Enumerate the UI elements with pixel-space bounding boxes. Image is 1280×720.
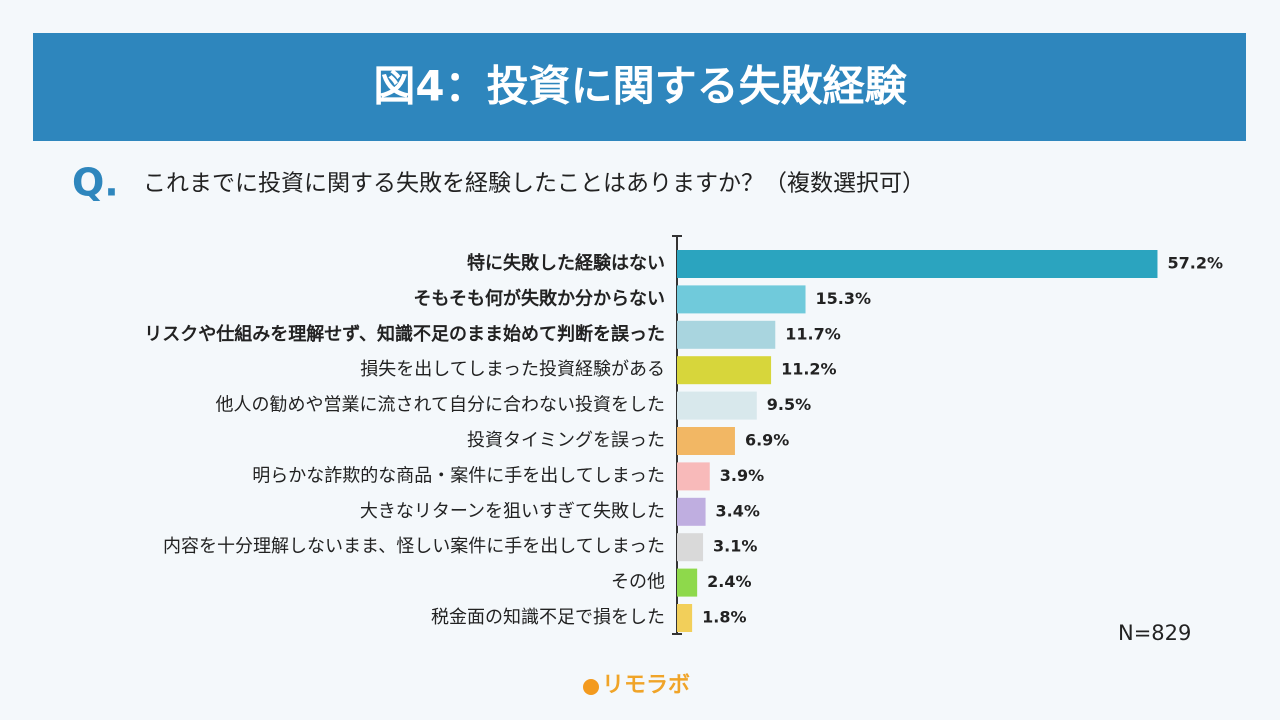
bar [677, 285, 806, 314]
bar [677, 250, 1158, 278]
chart-title: 図4：投資に関する失敗経験 [373, 62, 907, 111]
bar [677, 497, 706, 526]
category-label: 特に失敗した経験はない [467, 252, 665, 274]
category-label: 税金面の知識不足で損をした [431, 607, 665, 628]
question-mark: Q. [72, 161, 119, 205]
value-label: 9.5% [767, 395, 811, 414]
bar [677, 391, 757, 420]
category-label: そもそも何が失敗か分からない [413, 287, 665, 309]
bar [677, 462, 710, 491]
value-label: 11.7% [785, 324, 841, 343]
value-label: 1.8% [702, 608, 746, 627]
value-label: 3.1% [713, 537, 757, 556]
value-label: 15.3% [816, 289, 872, 308]
category-label: 損失を出してしまった投資経験がある [360, 359, 665, 380]
value-label: 3.4% [716, 501, 760, 520]
bar [677, 568, 698, 597]
category-label: 内容を十分理解しないまま、怪しい案件に手を出してしまった [163, 536, 665, 557]
bar [677, 604, 693, 632]
value-label: 2.4% [707, 572, 751, 591]
bar [677, 320, 776, 349]
category-label: 他人の勧めや営業に流されて自分に合わない投資をした [216, 395, 665, 416]
brand: リモラボ [602, 673, 690, 698]
category-label: その他 [611, 572, 665, 593]
brand-dot [583, 679, 599, 695]
value-label: 3.9% [720, 466, 764, 485]
sample-size: N=829 [1118, 621, 1191, 645]
category-label: 大きなリターンを狙いすぎて失敗した [360, 501, 665, 522]
category-label: 明らかな詐欺的な商品・案件に手を出してしまった [252, 465, 665, 486]
value-label: 57.2% [1167, 254, 1223, 273]
bar [677, 356, 772, 385]
category-label: 投資タイミングを誤った [467, 430, 665, 451]
bar [677, 533, 704, 562]
category-label: リスクや仕組みを理解せず、知識不足のまま始めて判断を誤った [144, 323, 665, 345]
title-banner [33, 33, 1246, 141]
subtitle: これまでに投資に関する失敗を経験したことはありますか？（複数選択可） [143, 171, 925, 197]
value-label: 6.9% [745, 431, 789, 450]
value-label: 11.2% [781, 360, 837, 379]
bar [677, 427, 735, 455]
